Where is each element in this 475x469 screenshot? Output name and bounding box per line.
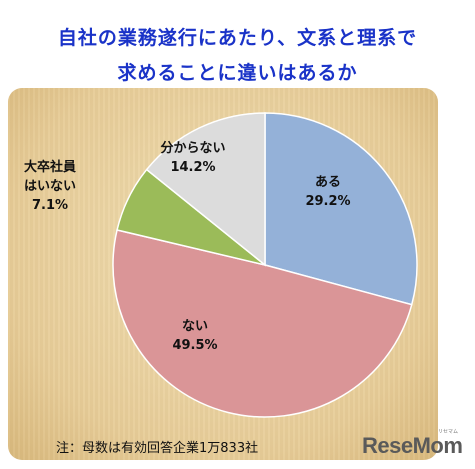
resemom-logo: ReseMom	[362, 433, 463, 458]
pie-slice-3	[145, 112, 266, 267]
chart-panel: ある 29.2% ない 49.5% 大卒社員はいない 7.1% 分からない 14.2%	[8, 88, 438, 460]
slice-label-2: 大卒社員はいない 7.1%	[24, 159, 76, 213]
pie-slice-0	[264, 112, 418, 306]
slice-label-1: ない 49.5%	[172, 319, 217, 353]
chart-title-line-2: 求めることに違いはあるか	[117, 62, 358, 84]
slice-label-0: ある 29.2%	[305, 175, 350, 209]
resemom-logo-subtitle: リセマム	[438, 429, 459, 435]
footnote: 注：母数は有効回答企業1万833社	[56, 441, 259, 456]
slice-label-3: 分からない 14.2%	[160, 140, 225, 175]
pie-chart: ある 29.2% ない 49.5% 大卒社員はいない 7.1% 分からない 14.2%	[24, 112, 418, 418]
pie-slice-1	[112, 229, 413, 418]
chart-title-line-1: 自社の業務遂行にあたり、文系と理系で	[57, 27, 418, 49]
